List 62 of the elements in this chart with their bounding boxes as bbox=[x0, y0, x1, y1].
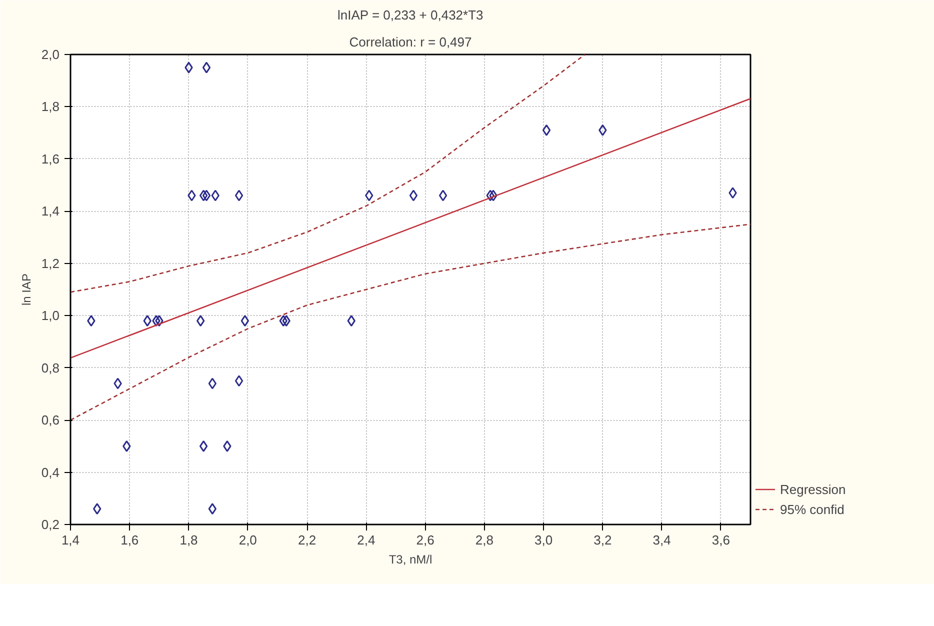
line-series bbox=[70, 54, 586, 293]
point bbox=[208, 378, 216, 390]
x-tick-label: 2,2 bbox=[298, 532, 316, 548]
point bbox=[199, 190, 208, 202]
point bbox=[365, 190, 374, 202]
y-tick-label: 1,6 bbox=[41, 151, 60, 166]
legend-label: 95% confid bbox=[780, 502, 844, 516]
chart-subtitle: Correlation: r = 0,497 bbox=[349, 34, 472, 50]
point bbox=[240, 315, 250, 327]
point bbox=[279, 315, 288, 327]
point bbox=[199, 440, 208, 452]
y-tick-label: 0,2 bbox=[41, 517, 60, 532]
line-series bbox=[70, 224, 750, 421]
x-axis-title: T3, nM/l bbox=[388, 552, 432, 566]
x-tick-label: 2,0 bbox=[238, 532, 257, 548]
point bbox=[87, 315, 96, 327]
x-tick-label: 2,4 bbox=[357, 532, 376, 548]
y-tick-label: 1,8 bbox=[41, 99, 60, 114]
point bbox=[155, 315, 164, 327]
point bbox=[409, 190, 418, 202]
point bbox=[184, 62, 193, 74]
point bbox=[114, 378, 122, 390]
point bbox=[152, 315, 160, 327]
point bbox=[208, 503, 216, 515]
y-tick-label: 1,2 bbox=[41, 256, 60, 271]
y-tick-label: 1,0 bbox=[41, 308, 60, 324]
point bbox=[486, 190, 494, 202]
point bbox=[728, 187, 737, 199]
point bbox=[234, 190, 244, 202]
chart-title: lnIAP = 0,233 + 0,432*T3 bbox=[338, 8, 484, 22]
point bbox=[122, 440, 131, 452]
x-tick-label: 1,4 bbox=[61, 532, 80, 548]
point bbox=[223, 440, 232, 452]
point bbox=[143, 315, 152, 327]
x-tick-label: 1,8 bbox=[180, 532, 198, 548]
point bbox=[489, 190, 498, 202]
point bbox=[282, 315, 290, 327]
point bbox=[202, 62, 211, 74]
x-tick-label: 3,6 bbox=[712, 532, 730, 548]
point bbox=[196, 315, 205, 327]
x-tick-label: 3,4 bbox=[652, 532, 671, 548]
x-tick-label: 1,6 bbox=[120, 532, 139, 548]
x-tick-label: 2,6 bbox=[416, 532, 434, 548]
point bbox=[211, 190, 220, 202]
point bbox=[542, 124, 551, 136]
legend-label: Regression bbox=[780, 482, 846, 496]
y-tick-label: 0,8 bbox=[41, 360, 60, 376]
y-tick-label: 0,4 bbox=[41, 464, 60, 480]
y-tick-label: 0,6 bbox=[41, 412, 60, 428]
x-tick-label: 3,2 bbox=[594, 532, 612, 548]
x-tick-label: 2,8 bbox=[475, 532, 494, 548]
point bbox=[598, 124, 607, 136]
y-tick-label: 1,4 bbox=[41, 204, 60, 219]
point bbox=[438, 190, 448, 202]
point bbox=[202, 190, 211, 202]
point bbox=[93, 503, 102, 515]
x-tick-label: 3,0 bbox=[534, 532, 553, 548]
y-axis-title: ln IAP bbox=[19, 273, 34, 306]
point bbox=[234, 375, 244, 387]
y-tick-label: 2,0 bbox=[41, 47, 60, 62]
point bbox=[188, 190, 196, 202]
point bbox=[347, 315, 356, 327]
